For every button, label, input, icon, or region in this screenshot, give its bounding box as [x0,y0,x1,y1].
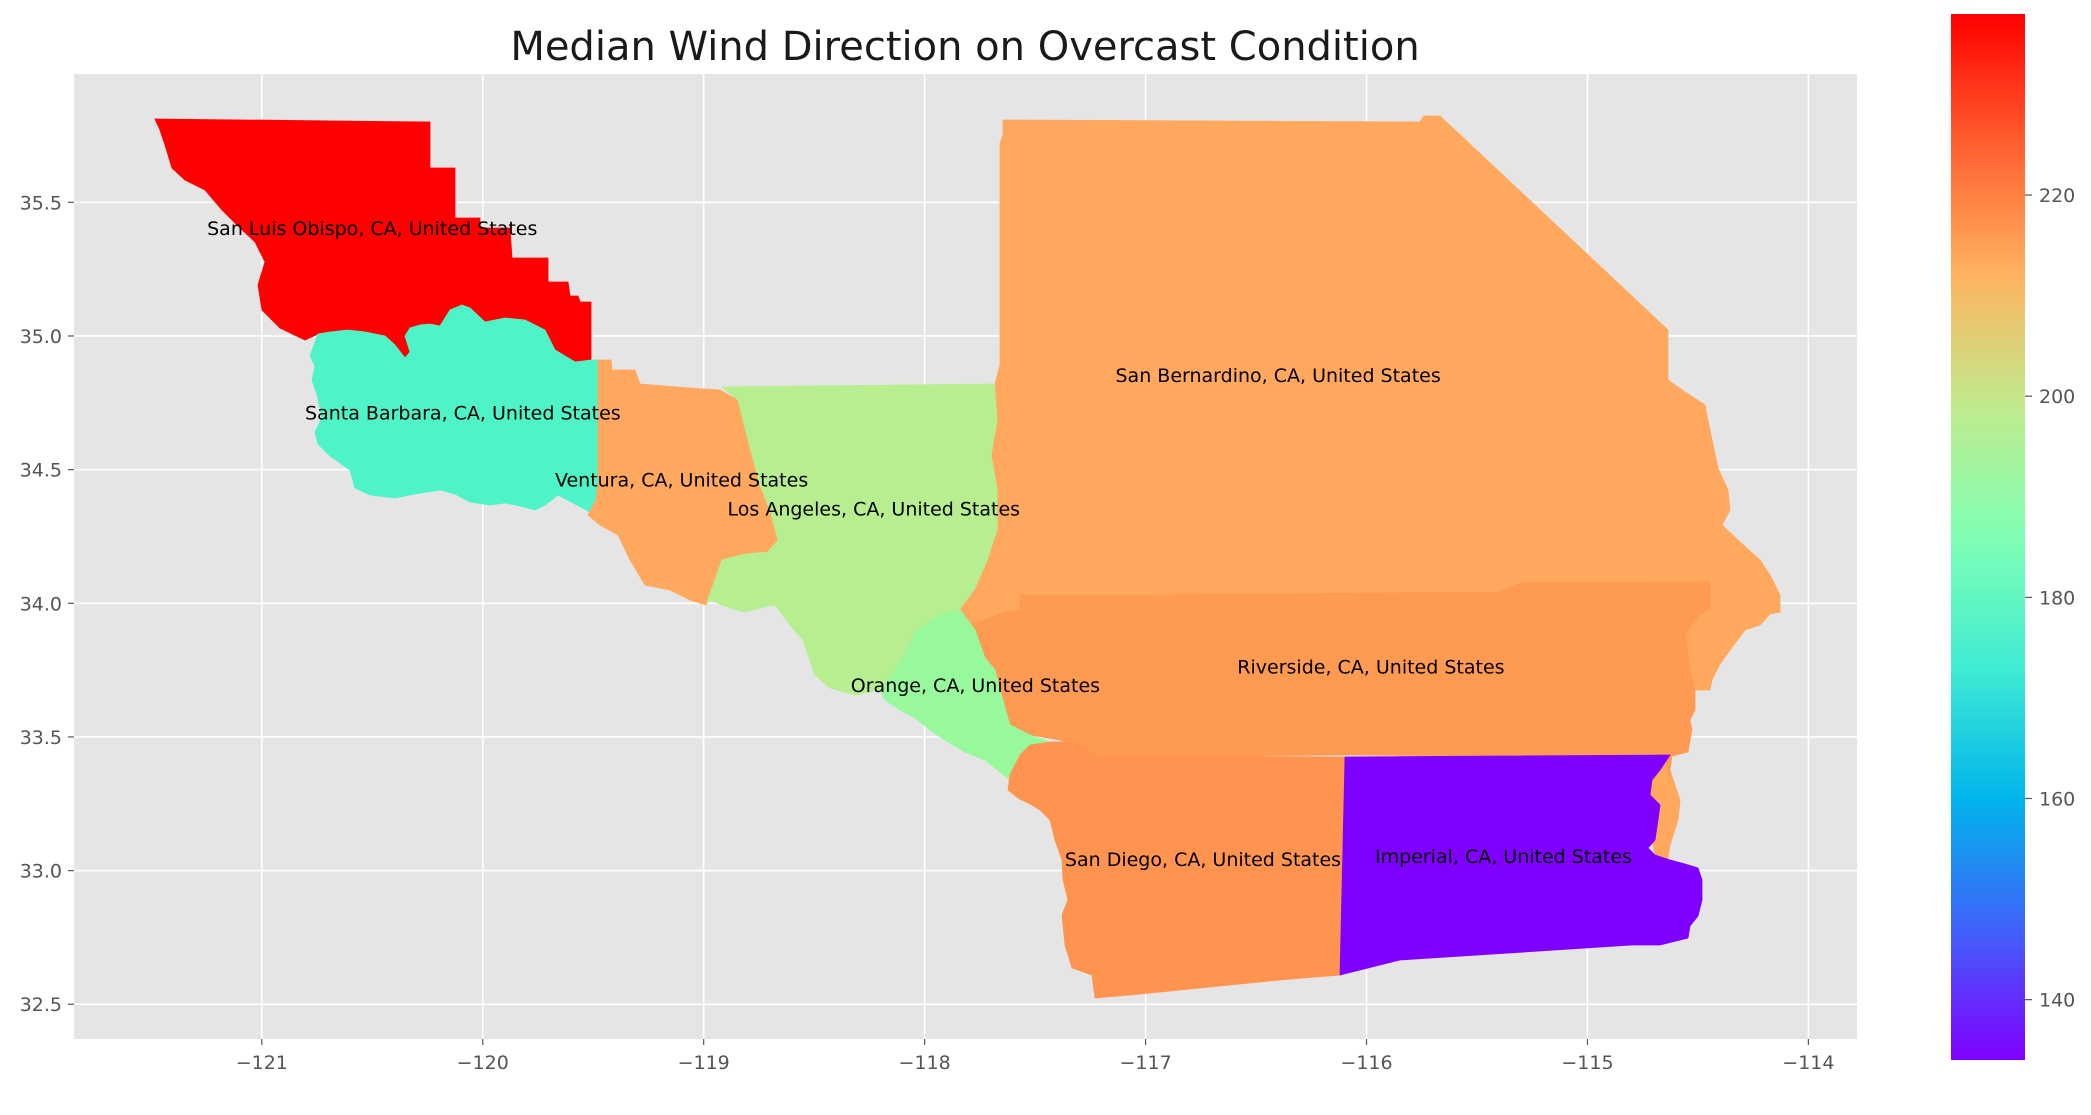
region-label-riv: Riverside, CA, United States [1237,656,1504,678]
x-tick-label: −116 [1340,1052,1392,1074]
colorbar-tick-label: 220 [2039,185,2075,207]
region-label-slo: San Luis Obispo, CA, United States [207,218,537,240]
map-title: Median Wind Direction on Overcast Condit… [510,24,1419,70]
y-tick-label: 32.5 [20,994,62,1016]
region-imp [1339,754,1703,976]
region-ora [879,609,1051,801]
colorbar-ticks: 140 160 180 200 220 [2025,185,2075,1012]
y-tick-label: 34.0 [20,593,62,615]
colorbar-tick-label: 200 [2039,386,2075,408]
colorbar-tick-label: 160 [2039,789,2075,811]
x-tick-label: −120 [457,1052,509,1074]
region-labels: San Luis Obispo, CA, United States Santa … [207,218,1632,871]
region-label-sbd: San Bernardino, CA, United States [1116,365,1441,387]
region-label-sb: Santa Barbara, CA, United States [305,402,621,424]
x-tick-label: −121 [236,1052,288,1074]
y-tick-label: 35.5 [20,192,62,214]
y-tick-label: 35.0 [20,326,62,348]
y-tick-label: 33.5 [20,727,62,749]
y-tick-labels: 32.5 33.0 33.5 34.0 34.5 35.0 35.5 [20,192,74,1016]
x-tick-label: −114 [1782,1052,1834,1074]
y-tick-label: 33.0 [20,861,62,883]
x-tick-label: −115 [1561,1052,1613,1074]
x-tick-label: −118 [899,1052,951,1074]
region-label-imp: Imperial, CA, United States [1375,846,1632,868]
x-tick-labels: −121 −120 −119 −118 −117 −116 −115 −114 [236,1039,1834,1074]
region-label-sd: San Diego, CA, United States [1065,849,1341,871]
y-tick-label: 34.5 [20,460,62,482]
region-label-la: Los Angeles, CA, United States [728,499,1021,521]
x-tick-label: −119 [678,1052,730,1074]
county-regions [154,115,1781,999]
colorbar [1951,14,2025,1060]
region-label-ven: Ventura, CA, United States [555,469,808,491]
colorbar-tick-label: 180 [2039,587,2075,609]
x-tick-label: −117 [1119,1052,1171,1074]
colorbar-tick-label: 140 [2039,990,2075,1012]
region-label-ora: Orange, CA, United States [851,675,1100,697]
